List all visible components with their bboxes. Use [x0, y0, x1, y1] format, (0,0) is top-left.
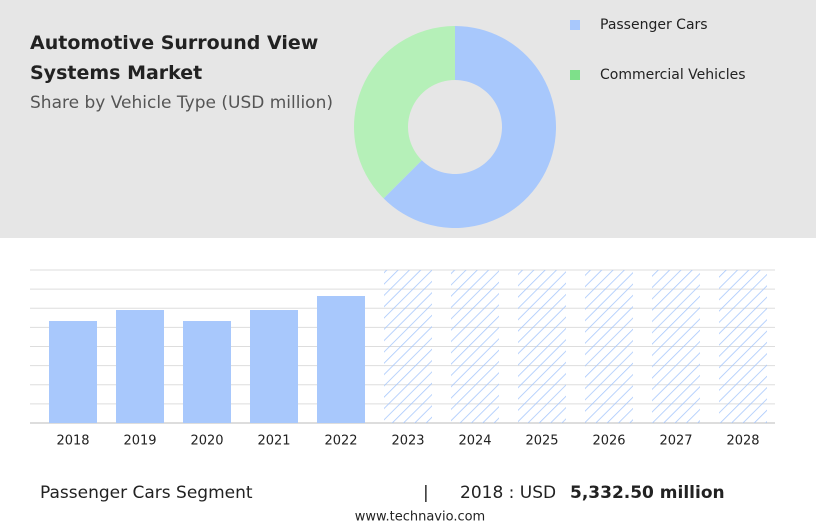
forecast-bar [451, 270, 499, 423]
donut-slice [383, 26, 556, 228]
x-tick-label: 2021 [257, 434, 290, 449]
legend-label: Commercial Vehicles [600, 67, 746, 83]
x-tick-label: 2028 [726, 434, 759, 449]
x-tick-label: 2019 [123, 434, 156, 449]
forecast-bar [585, 270, 633, 423]
bar [183, 321, 231, 423]
footer-value: 5,332.50 million [570, 483, 725, 503]
footer-source: www.technavio.com [355, 510, 485, 525]
subtitle: Share by Vehicle Type (USD million) [30, 93, 333, 113]
x-tick-label: 2025 [525, 434, 558, 449]
bar [250, 310, 298, 423]
forecast-bar [384, 270, 432, 423]
legend-swatch [570, 70, 580, 80]
x-tick-label: 2023 [391, 434, 424, 449]
forecast-bar [518, 270, 566, 423]
legend-label: Passenger Cars [600, 17, 708, 33]
forecast-bar [719, 270, 767, 423]
title-line: Automotive Surround View Systems Market [30, 32, 318, 84]
footer-segment: Passenger Cars Segment [40, 483, 253, 503]
x-tick-label: 2024 [458, 434, 491, 449]
legend-swatch [570, 20, 580, 30]
x-tick-label: 2022 [324, 434, 357, 449]
x-tick-label: 2020 [190, 434, 223, 449]
x-tick-label: 2026 [592, 434, 625, 449]
x-tick-label: 2027 [659, 434, 692, 449]
footer-separator: | [423, 483, 429, 503]
forecast-bar [652, 270, 700, 423]
bar [49, 321, 97, 423]
donut-slice [353, 26, 455, 199]
x-tick-label: 2018 [56, 434, 89, 449]
footer-label: 2018 : USD [460, 483, 556, 503]
bar [317, 296, 365, 423]
bar [116, 310, 164, 423]
